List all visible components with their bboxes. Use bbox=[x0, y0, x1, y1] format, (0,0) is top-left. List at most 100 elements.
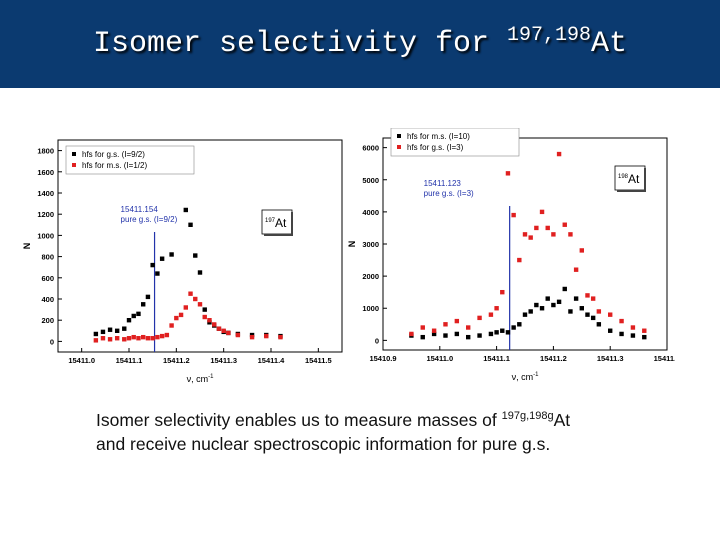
y-tick-label: 5000 bbox=[362, 176, 379, 185]
y-tick-label: 1600 bbox=[37, 168, 54, 177]
data-point bbox=[511, 325, 516, 330]
data-point bbox=[183, 305, 188, 310]
annotation-label: pure g.s. (I=3) bbox=[424, 189, 474, 198]
caption: Isomer selectivity enables us to measure… bbox=[96, 404, 706, 456]
data-point bbox=[539, 209, 545, 215]
y-tick-label: 1000 bbox=[362, 304, 379, 313]
data-point bbox=[207, 318, 212, 323]
data-point bbox=[226, 330, 231, 336]
data-point bbox=[642, 334, 647, 340]
x-tick-label: 15411.5 bbox=[305, 356, 332, 365]
data-point bbox=[545, 225, 550, 231]
title-text: Isomer selectivity for bbox=[92, 27, 508, 61]
data-point bbox=[568, 309, 573, 314]
data-point bbox=[573, 267, 579, 272]
data-point bbox=[454, 331, 460, 337]
legend-marker bbox=[397, 145, 401, 149]
caption-text: Isomer selectivity enables us to measure… bbox=[96, 409, 502, 430]
data-point bbox=[477, 333, 482, 338]
data-point bbox=[193, 253, 198, 258]
data-point bbox=[420, 325, 425, 330]
data-point bbox=[494, 306, 499, 311]
data-point bbox=[551, 232, 556, 237]
legend-box bbox=[65, 145, 195, 175]
x-tick-label: 15410.9 bbox=[369, 354, 396, 363]
caption-line-2: and receive nuclear spectroscopic inform… bbox=[96, 433, 551, 454]
x-tick-label: 15411.4 bbox=[654, 354, 675, 363]
data-point bbox=[522, 232, 528, 237]
x-tick-label: 15411.4 bbox=[258, 356, 286, 365]
data-point bbox=[431, 331, 437, 337]
data-point bbox=[454, 318, 460, 324]
x-axis-label: ν, cm-1 bbox=[512, 372, 539, 382]
data-point bbox=[114, 336, 120, 341]
legend-box bbox=[390, 128, 520, 157]
data-point bbox=[534, 225, 539, 231]
chart-svg: 0 200 400 600 800 1000 1200 1400 1600 1800 15411.0… bbox=[22, 139, 343, 384]
annotation-value: 15411.154 bbox=[121, 205, 159, 214]
data-point bbox=[619, 318, 624, 324]
data-point bbox=[131, 313, 136, 319]
data-point bbox=[488, 331, 494, 337]
data-point bbox=[585, 312, 590, 317]
data-point bbox=[174, 315, 179, 321]
isotope-box bbox=[614, 165, 646, 191]
data-point bbox=[568, 232, 573, 237]
title-mass-superscript: 197,198 bbox=[507, 24, 592, 47]
data-point bbox=[249, 334, 255, 340]
data-point bbox=[122, 326, 127, 331]
data-point bbox=[500, 289, 505, 295]
data-point bbox=[466, 325, 471, 330]
data-point bbox=[131, 334, 136, 340]
data-point bbox=[164, 332, 170, 338]
data-point bbox=[136, 336, 141, 341]
y-tick-label: 200 bbox=[41, 316, 54, 325]
data-point bbox=[202, 307, 207, 312]
data-point bbox=[517, 257, 522, 263]
data-point bbox=[562, 286, 567, 292]
chart-svg: 0 1000 2000 3000 4000 5000 6000 15410.9 15411.0 1… bbox=[347, 128, 675, 382]
data-point bbox=[596, 309, 602, 314]
x-tick-label: 15411.1 bbox=[116, 356, 143, 365]
legend-marker bbox=[72, 163, 76, 167]
data-point bbox=[188, 291, 193, 296]
chart-197at: 0 200 400 600 800 1000 1200 1400 1600 1800 15411.0… bbox=[20, 130, 350, 390]
data-point bbox=[235, 332, 241, 338]
legend-marker bbox=[397, 134, 401, 138]
data-point bbox=[500, 328, 505, 333]
legend-entry: hfs for g.s. (I=9/2) bbox=[82, 150, 145, 159]
data-point bbox=[93, 331, 99, 337]
x-tick-label: 15411.0 bbox=[426, 354, 453, 363]
x-tick-label: 15411.2 bbox=[540, 354, 567, 363]
legend-entry: hfs for m.s. (I=1/2) bbox=[82, 161, 147, 170]
caption-mass-superscript: 197g,198g bbox=[501, 410, 554, 422]
data-point bbox=[477, 315, 482, 321]
data-point bbox=[183, 207, 188, 213]
data-point bbox=[145, 336, 151, 341]
data-point bbox=[159, 256, 165, 261]
data-point bbox=[212, 322, 217, 327]
data-point bbox=[221, 328, 226, 333]
plot-frame bbox=[57, 139, 343, 353]
y-tick-label: 400 bbox=[41, 295, 54, 304]
caption-element: At bbox=[553, 409, 571, 430]
y-tick-label: 0 bbox=[375, 336, 379, 345]
data-point bbox=[141, 334, 146, 340]
data-point bbox=[159, 333, 165, 339]
data-point bbox=[494, 330, 499, 335]
data-point bbox=[528, 235, 533, 240]
data-point bbox=[197, 270, 203, 275]
data-point bbox=[126, 318, 132, 323]
data-point bbox=[608, 328, 613, 333]
isotope-box bbox=[261, 209, 293, 235]
data-point bbox=[420, 334, 425, 340]
data-point bbox=[100, 329, 106, 335]
y-axis-label: N bbox=[22, 243, 32, 250]
data-point bbox=[278, 334, 283, 340]
data-point bbox=[443, 333, 448, 338]
caption-line-1: Isomer selectivity enables us to measure… bbox=[96, 404, 706, 432]
data-point bbox=[596, 322, 602, 327]
y-tick-label: 0 bbox=[50, 337, 54, 346]
data-point bbox=[556, 151, 562, 157]
data-point bbox=[409, 331, 414, 337]
